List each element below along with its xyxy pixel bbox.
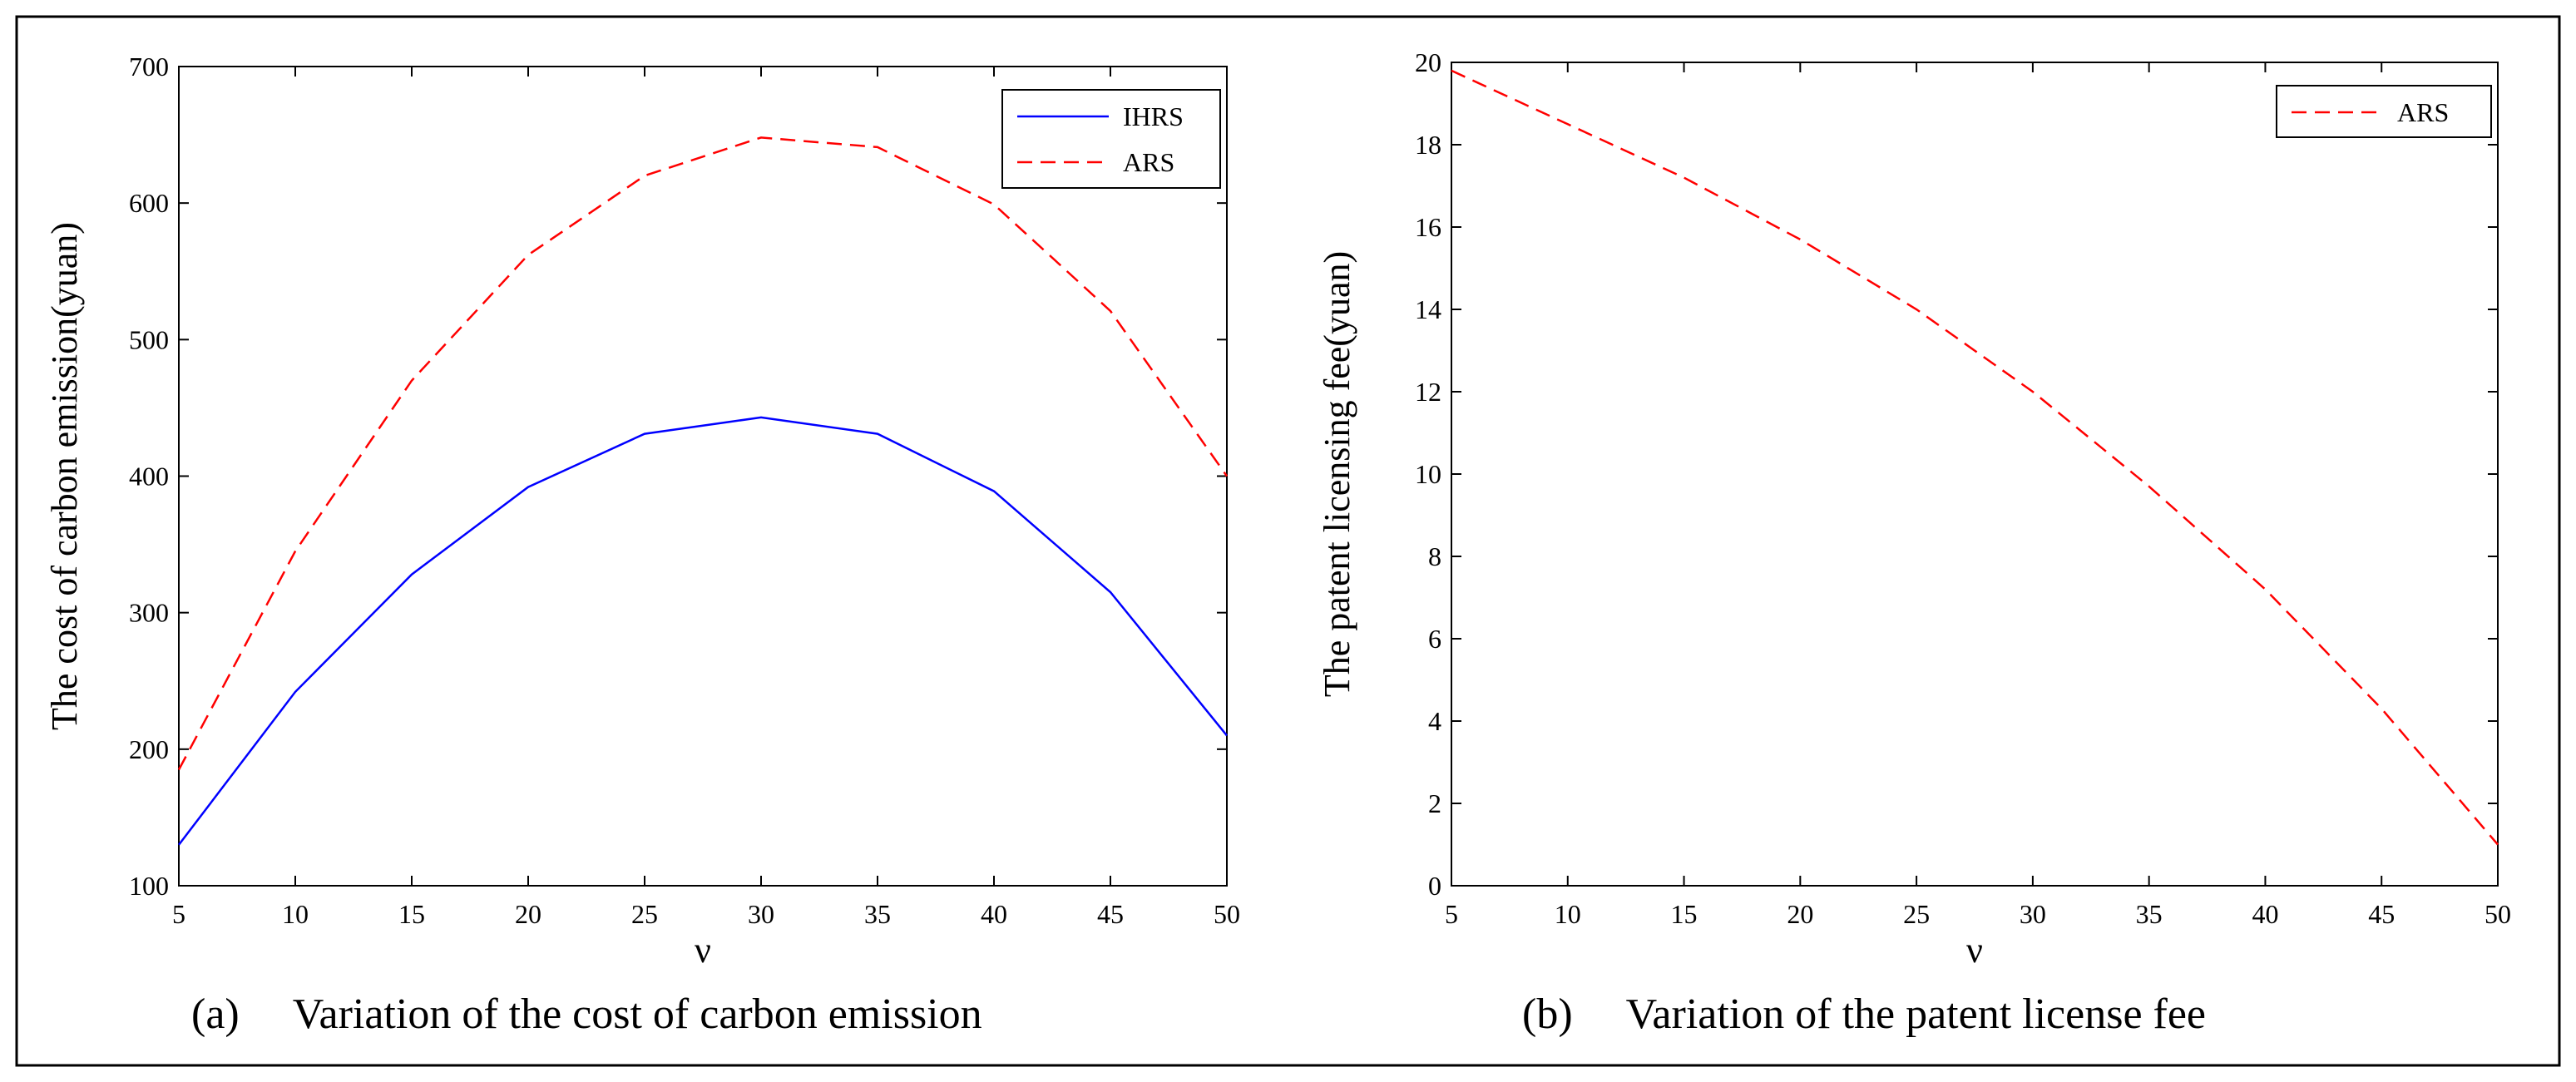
chart-b-xlabel: ν [1966,930,1983,971]
chart-b-xtick-label: 35 [2136,899,2163,929]
chart-a: 5 10 15 20 25 30 35 40 45 50 100 200 300 400 500 600 700… [44,52,1240,971]
caption-b: (b) Variation of the patent license fee [1522,981,2206,1048]
chart-b-ytick-label: 8 [1428,541,1441,571]
chart-b-xtick-label: 40 [2252,899,2278,929]
chart-a-legend-label-ars: ARS [1123,147,1174,177]
chart-b-ytick-label: 0 [1428,871,1441,901]
chart-a-ytick-label: 600 [129,188,169,218]
chart-b-xtick-label: 45 [2368,899,2395,929]
chart-a-ytick-label: 700 [129,52,169,82]
chart-b-ytick-label: 10 [1415,459,1441,489]
chart-a-ytick-label: 400 [129,462,169,492]
chart-b-axes-box [1451,62,2499,887]
chart-a-xtick-label: 30 [748,899,774,929]
chart-a-series-ars-line [177,136,1229,771]
chart-b-ytick-label: 16 [1415,212,1441,242]
chart-a-ylabel: The cost of carbon emission(yuan) [44,222,85,730]
chart-a-xtick-label: 50 [1214,899,1240,929]
chart-b-ytick-label: 4 [1428,706,1441,736]
caption-b-label: (b) [1522,991,1573,1038]
chart-b-ytick-label: 14 [1415,294,1441,324]
chart-b-ytick-label: 20 [1415,47,1441,77]
chart-a-legend-box [1001,89,1221,189]
caption-a: (a) Variation of the cost of carbon emiss… [191,981,982,1048]
chart-a-xtick-label: 45 [1097,899,1124,929]
chart-b-ylabel: The patent licensing fee(yuan) [1317,251,1357,697]
chart-a-xtick-label: 15 [398,899,425,929]
caption-a-label: (a) [191,991,240,1038]
chart-b-legend-label-ars: ARS [2397,97,2449,127]
chart-b-legend-box [2276,85,2492,138]
chart-b-xtick-label: 20 [1787,899,1813,929]
chart-a-legend-label-ihrs: IHRS [1123,101,1184,131]
chart-a-xtick-label: 20 [515,899,541,929]
chart-a-xtick-label: 5 [172,899,185,929]
chart-a-xlabel: ν [695,930,711,971]
chart-a-ytick-label: 500 [129,324,169,354]
chart-a-series-ihrs-line [178,416,1228,846]
chart-a-xtick-label: 35 [864,899,891,929]
chart-a-xtick-label: 10 [282,899,309,929]
chart-b-series-ars-line [1451,69,2499,846]
chart-a-axes-box [178,66,1228,887]
chart-b-ytick-label: 12 [1415,377,1441,407]
chart-b-xtick-label: 50 [2485,899,2511,929]
chart-b-xtick-label: 5 [1445,899,1458,929]
chart-a-xtick-label: 25 [631,899,658,929]
chart-b-xtick-label: 10 [1555,899,1581,929]
chart-b-ytick-label: 18 [1415,130,1441,160]
chart-a-ytick-label: 200 [129,734,169,764]
chart-a-ytick-label: 300 [129,598,169,628]
caption-b-text: Variation of the patent license fee [1625,991,2206,1038]
chart-b-xtick-label: 15 [1671,899,1698,929]
chart-b-ytick-label: 2 [1428,788,1441,818]
chart-b-xtick-label: 25 [1903,899,1930,929]
chart-b-ytick-label: 6 [1428,624,1441,654]
caption-a-text: Variation of the cost of carbon emission [292,991,982,1038]
chart-b: 5 10 15 20 25 30 35 40 45 50 0 2 4 6 8 10 12 14 16 18 20 ν The… [1317,47,2511,971]
chart-a-ytick-label: 100 [129,871,169,901]
chart-a-xtick-label: 40 [981,899,1007,929]
chart-b-xtick-label: 30 [2020,899,2046,929]
